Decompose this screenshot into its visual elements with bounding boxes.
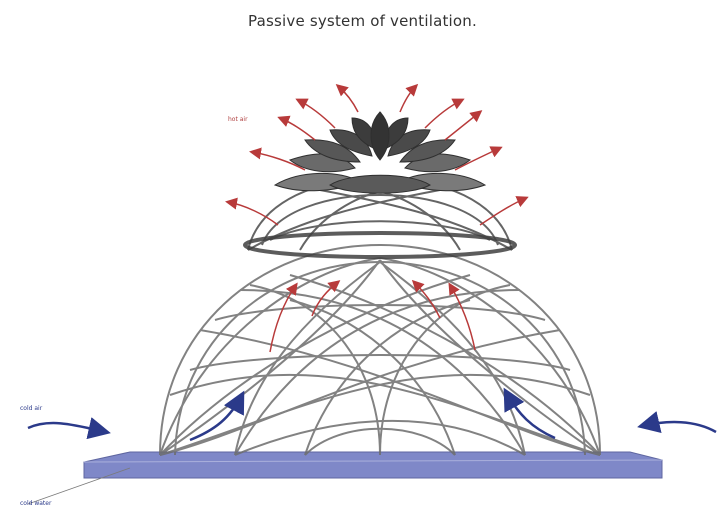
lattice-dome xyxy=(159,243,601,456)
cold-air-arrow xyxy=(637,411,717,434)
dome-collar xyxy=(243,231,517,259)
cold-water-leader xyxy=(27,467,131,505)
hot-air-arrow xyxy=(424,98,465,129)
hot-air-arrow xyxy=(454,146,503,171)
base-top-edge xyxy=(83,459,663,463)
hot-air-arrow xyxy=(399,83,419,113)
lotus-crown xyxy=(273,111,487,194)
diagram-title: Passive system of ventilation. xyxy=(248,12,477,30)
hot-air-arrow xyxy=(479,196,529,226)
cold-air-arrow xyxy=(27,417,111,440)
hot-air-label: hot air xyxy=(228,116,248,123)
cold-air-arrow xyxy=(503,387,556,440)
hot-air-arrow xyxy=(448,282,476,351)
hot-air-arrow xyxy=(335,84,359,113)
hot-air-arrows xyxy=(225,83,529,353)
cold-air-label: cold air xyxy=(20,405,43,412)
hot-air-arrow xyxy=(269,282,298,353)
hot-air-arrow xyxy=(295,98,336,129)
hot-air-arrow xyxy=(411,279,441,319)
hot-air-arrow xyxy=(311,280,341,317)
base-platform xyxy=(83,451,663,479)
hot-air-arrow xyxy=(249,147,306,171)
cold-air-arrows xyxy=(27,387,717,442)
cold-air-arrow xyxy=(189,390,245,442)
hot-air-arrow xyxy=(225,197,279,226)
hot-air-arrow xyxy=(444,110,483,141)
hot-air-arrow xyxy=(277,115,316,141)
cold-water-label: cold water xyxy=(20,500,52,507)
